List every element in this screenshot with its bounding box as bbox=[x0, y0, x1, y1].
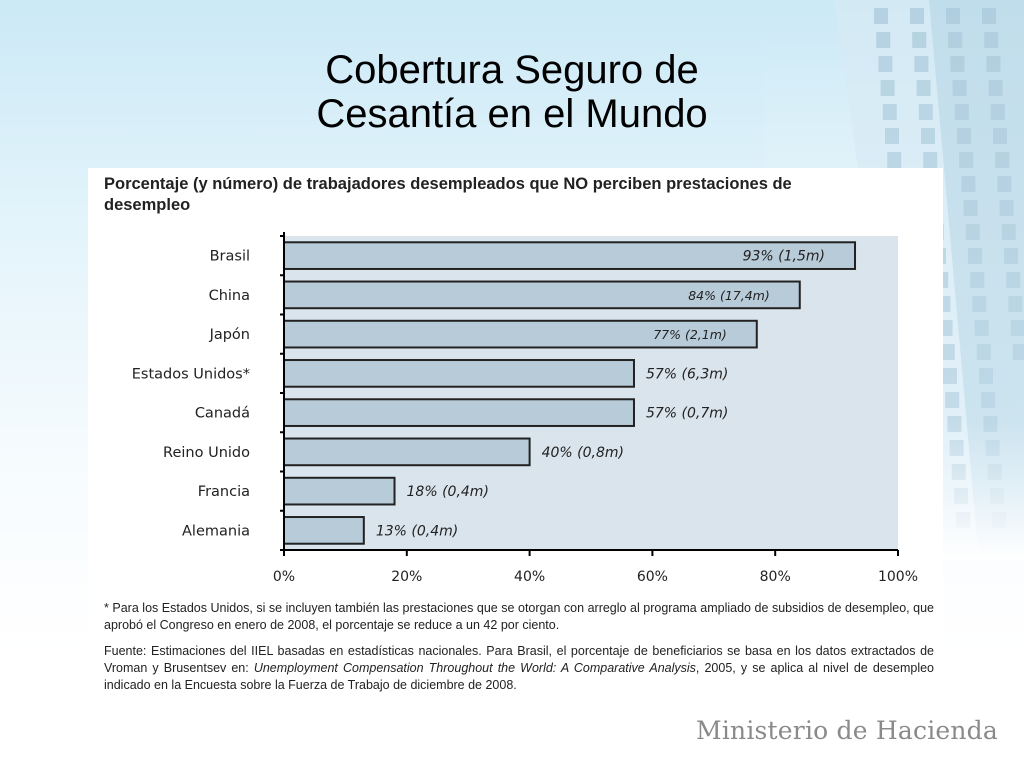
bar bbox=[283, 359, 635, 388]
bar bbox=[283, 398, 635, 427]
data-label: 13% (0,4m) bbox=[376, 523, 458, 539]
slide-title-line-1: Cobertura Seguro de bbox=[325, 48, 699, 92]
bar bbox=[283, 516, 365, 545]
bar bbox=[283, 241, 857, 270]
category-label: Alemania bbox=[182, 523, 250, 539]
category-label: Brasil bbox=[210, 249, 250, 265]
x-tick-label: 20% bbox=[391, 569, 422, 585]
category-label: Estados Unidos* bbox=[132, 366, 250, 382]
x-tick-label: 0% bbox=[273, 569, 295, 585]
x-tick-label: 60% bbox=[637, 569, 668, 585]
category-label: Reino Unido bbox=[163, 445, 250, 461]
chart-heading: Porcentaje (y número) de trabajadores de… bbox=[104, 175, 792, 214]
data-label: 18% (0,4m) bbox=[407, 484, 489, 500]
bar-chart: Brasil 93% (1,5m) China 84% (17,4m) Japón 77%… bbox=[132, 232, 918, 585]
chart-panel: Porcentaje (y número) de trabajadores de… bbox=[88, 168, 943, 708]
source-note-book-title: Unemployment Compensation Throughout the… bbox=[253, 661, 696, 675]
category-label: Canadá bbox=[195, 406, 250, 422]
source-note: Fuente: Estimaciones del IIEL basadas en… bbox=[104, 643, 934, 694]
ministerio-logo-text: Ministerio de Hacienda bbox=[696, 716, 998, 745]
x-tick-label: 80% bbox=[760, 569, 791, 585]
data-label: 57% (0,7m) bbox=[646, 406, 728, 422]
footnote: * Para los Estados Unidos, si se incluye… bbox=[104, 601, 934, 632]
data-label: 40% (0,8m) bbox=[542, 445, 624, 461]
source-note-text-end: , 2005, y se aplica al nivel de desemple… bbox=[104, 661, 935, 692]
x-tick-label: 40% bbox=[514, 569, 545, 585]
data-label: 77% (2,1m) bbox=[653, 327, 727, 342]
data-label: 93% (1,5m) bbox=[743, 249, 825, 265]
bar bbox=[283, 476, 396, 506]
category-label: Japón bbox=[209, 327, 250, 343]
slide-title-line-2: Cesantía en el Mundo bbox=[316, 92, 708, 136]
source-note-text: Fuente: Estimaciones del IIEL basadas en… bbox=[104, 644, 934, 675]
category-label: China bbox=[209, 288, 250, 304]
data-label: 57% (6,3m) bbox=[646, 366, 728, 382]
slide-title: Cobertura Seguro de Cesantía en el Mundo bbox=[0, 48, 1024, 136]
x-tick-label: 100% bbox=[878, 569, 918, 585]
category-label: Francia bbox=[198, 484, 250, 500]
bar bbox=[283, 437, 531, 467]
data-label: 84% (17,4m) bbox=[688, 288, 770, 303]
